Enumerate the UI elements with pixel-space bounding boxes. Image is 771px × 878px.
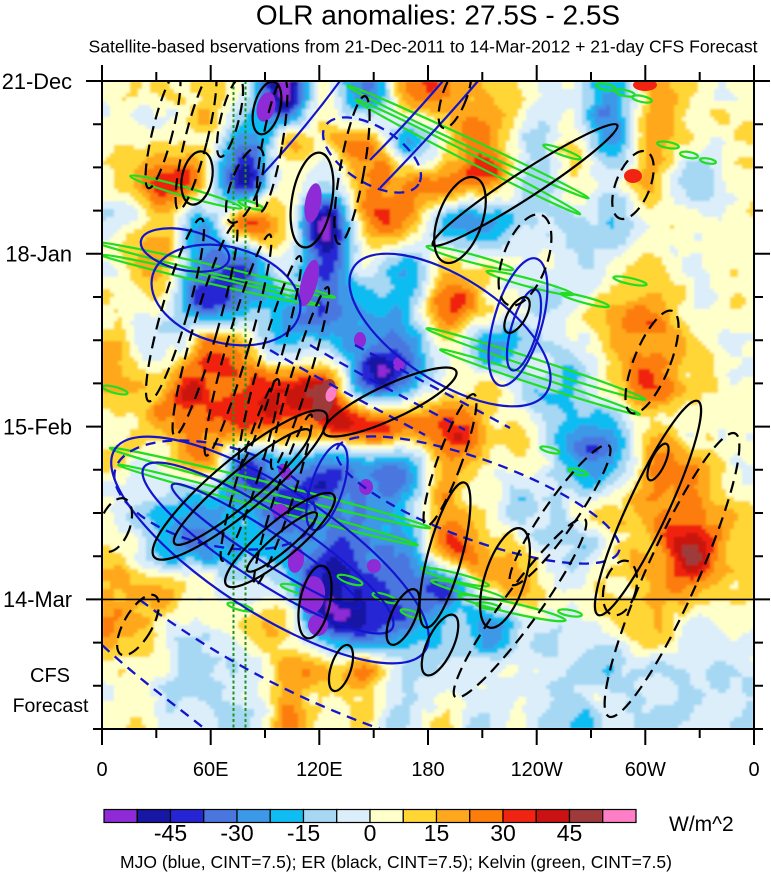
svg-text:180: 180 <box>411 759 444 781</box>
svg-text:18-Jan: 18-Jan <box>5 242 72 267</box>
svg-text:14-Mar: 14-Mar <box>3 587 72 612</box>
svg-text:-30: -30 <box>220 820 253 846</box>
svg-text:15: 15 <box>424 820 450 846</box>
svg-text:0: 0 <box>748 759 759 781</box>
svg-text:MJO (blue, CINT=7.5); ER (blac: MJO (blue, CINT=7.5); ER (black, CINT=7.… <box>120 852 672 872</box>
svg-text:120E: 120E <box>296 759 343 781</box>
svg-text:0: 0 <box>96 759 107 781</box>
svg-text:120W: 120W <box>511 759 563 781</box>
svg-text:Forecast: Forecast <box>13 695 89 717</box>
svg-text:CFS: CFS <box>30 665 70 687</box>
svg-text:45: 45 <box>557 820 583 846</box>
svg-text:W/m^2: W/m^2 <box>669 813 734 836</box>
svg-text:Satellite-based bservations fr: Satellite-based bservations from 21-Dec-… <box>88 37 757 57</box>
svg-text:21-Dec: 21-Dec <box>2 69 72 94</box>
svg-text:-15: -15 <box>287 820 320 846</box>
svg-text:15-Feb: 15-Feb <box>3 414 72 439</box>
svg-text:-45: -45 <box>154 820 187 846</box>
svg-text:60E: 60E <box>193 759 229 781</box>
svg-text:OLR anomalies: 27.5S - 2.5S: OLR anomalies: 27.5S - 2.5S <box>256 0 620 31</box>
svg-text:30: 30 <box>490 820 516 846</box>
svg-text:0: 0 <box>364 820 377 846</box>
svg-text:60W: 60W <box>625 759 666 781</box>
